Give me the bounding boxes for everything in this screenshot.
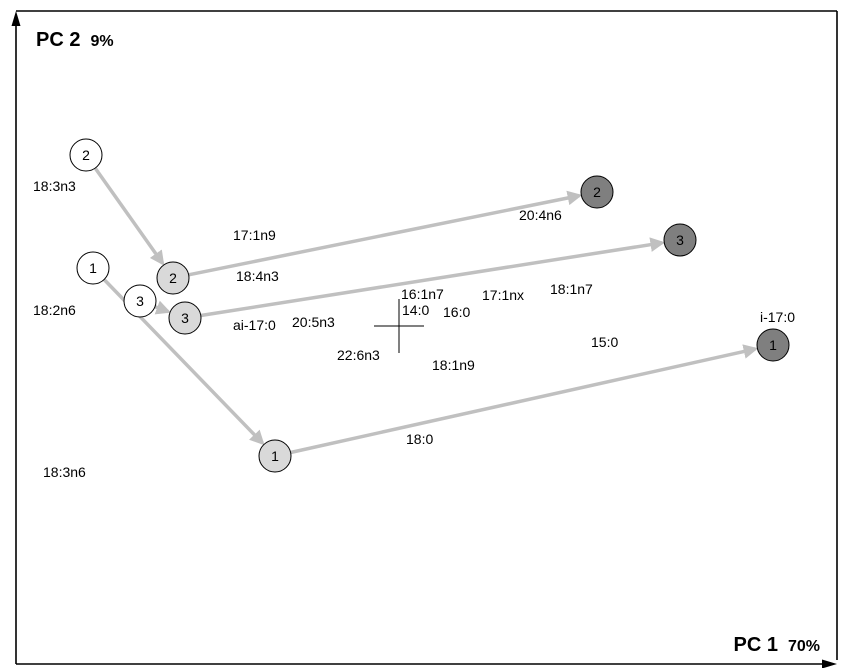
y-axis-percent: 9% (90, 33, 113, 50)
sample-marker (258, 439, 292, 473)
y-axis-arrowhead (11, 11, 21, 26)
sample-marker (123, 284, 157, 318)
x-axis-label: PC 1 (734, 634, 778, 656)
variable-label: 18:2n6 (33, 302, 76, 318)
sample-marker (580, 175, 614, 209)
variable-label: 15:0 (591, 334, 618, 350)
x-axis-percent: 70% (788, 638, 820, 655)
variable-label: 16:1n7 (401, 286, 444, 302)
variable-label: 18:1n7 (550, 281, 593, 297)
sample-point-3-middle: 3 (168, 301, 202, 335)
sample-marker-label: 2 (593, 184, 601, 200)
variable-label: 18:0 (406, 431, 433, 447)
sample-marker (156, 261, 190, 295)
variable-label: 18:1n9 (432, 357, 475, 373)
sample-point-2-middle: 2 (156, 261, 190, 295)
sample-point-1-end: 1 (756, 328, 790, 362)
sample-marker (69, 138, 103, 172)
sample-marker-label: 3 (676, 232, 684, 248)
sample-marker-label: 2 (169, 270, 177, 286)
trajectory-arrows (93, 167, 759, 455)
sample-marker-label: 2 (82, 147, 90, 163)
sample-marker-label: 3 (136, 293, 144, 309)
variable-label: 17:1n9 (233, 227, 276, 243)
variable-label: 17:1nx (482, 287, 524, 303)
x-axis-arrowhead (822, 659, 837, 668)
variable-labels: 18:3n3 17:1n9 20:4n6 18:4n3 18:2n6 ai-17:0 20:… (33, 178, 795, 480)
variable-label: 18:3n6 (43, 464, 86, 480)
sample-marker-label: 1 (769, 337, 777, 353)
variable-label: 20:5n3 (292, 314, 335, 330)
variable-label: 16:0 (443, 304, 470, 320)
sample-marker (756, 328, 790, 362)
sample-marker (663, 223, 697, 257)
sample-point-1-start: 1 (76, 251, 110, 285)
y-axis-title: PC 2 9% (36, 29, 114, 51)
sample-marker-label: 1 (271, 448, 279, 464)
sample-point-1-middle: 1 (258, 439, 292, 473)
variable-label: 14:0 (402, 302, 429, 318)
variable-label: 18:3n3 (33, 178, 76, 194)
sample-point-2-end: 2 (580, 175, 614, 209)
sample-point-3-start: 3 (123, 284, 157, 318)
x-axis-title: PC 1 70% (734, 634, 821, 656)
sample-points: 2 2 2 1 1 1 3 3 3 (69, 138, 790, 473)
trajectory-2-arrow-1 (93, 167, 165, 266)
trajectory-3-arrow-2 (200, 237, 666, 318)
sample-marker-label: 3 (181, 310, 189, 326)
sample-point-2-start: 2 (69, 138, 103, 172)
sample-marker (168, 301, 202, 335)
variable-label: i-17:0 (760, 309, 795, 325)
trajectory-2-arrow-2 (188, 190, 583, 277)
sample-point-3-end: 3 (663, 223, 697, 257)
variable-label: ai-17:0 (233, 317, 276, 333)
variable-label: 20:4n6 (519, 207, 562, 223)
variable-label: 22:6n3 (337, 347, 380, 363)
y-axis-label: PC 2 (36, 29, 80, 51)
sample-marker-label: 1 (89, 260, 97, 276)
trajectory-1-arrow-2 (290, 344, 759, 455)
sample-marker (76, 251, 110, 285)
trajectory-3-arrow-1 (154, 300, 171, 315)
variable-label: 18:4n3 (236, 268, 279, 284)
